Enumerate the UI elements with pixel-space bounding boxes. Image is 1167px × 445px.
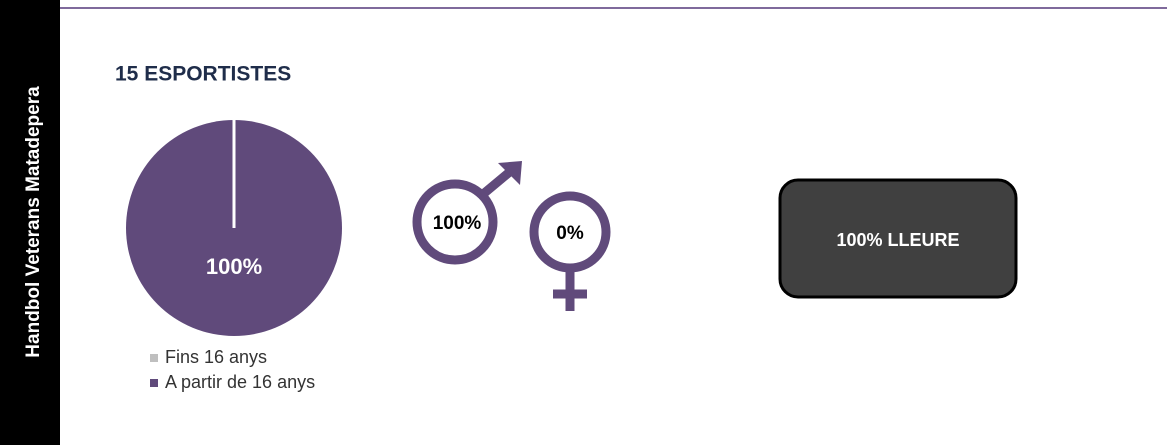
legend-swatch [150,379,158,387]
legend-swatch [150,354,158,362]
female-symbol: 0% [529,191,611,311]
male-circle [412,179,498,265]
activity-box [778,178,1018,299]
male-symbol: 100% [412,161,522,265]
legend-label: A partir de 16 anys [165,372,315,392]
activity-text: 100% LLEURE [836,230,959,250]
male-arrow-head [498,161,522,185]
legend-label: Fins 16 anys [165,347,267,367]
male-arrow-shaft [479,166,515,199]
pie-value-label: 100% [206,254,262,279]
sidebar [0,0,60,445]
male-percent: 100% [433,213,482,234]
title: 15 ESPORTISTES [115,63,291,86]
female-percent: 0% [556,223,584,244]
sidebar-text: Handbol Veterans Matadepera [23,86,44,358]
